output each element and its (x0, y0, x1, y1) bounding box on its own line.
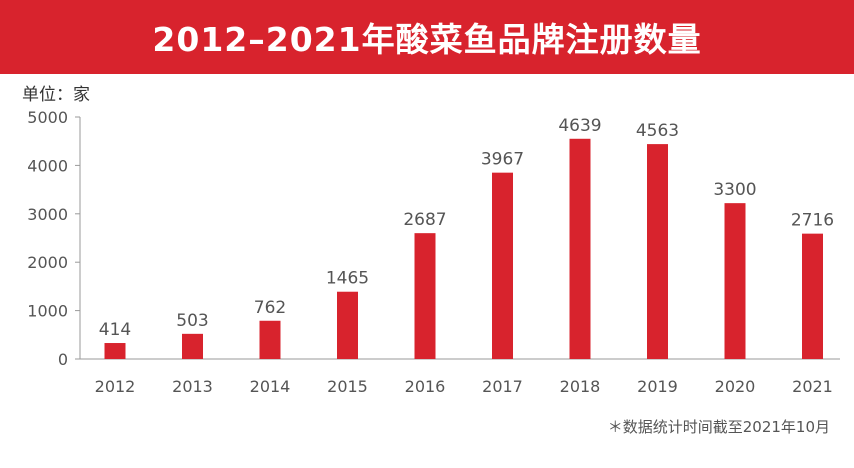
y-tick-label: 3000 (27, 205, 68, 224)
bar-2020 (724, 203, 746, 359)
bar-2017 (492, 172, 513, 359)
data-label-2021: 2716 (791, 211, 834, 231)
bar-2016 (414, 233, 436, 359)
data-label-2012: 414 (99, 320, 131, 340)
x-tick-label-2016: 2016 (405, 377, 446, 396)
data-label-2014: 762 (254, 298, 286, 318)
data-label-2013: 503 (176, 311, 208, 331)
x-tick-label-2013: 2013 (172, 377, 213, 396)
bar-2012 (104, 343, 126, 359)
data-label-2018: 4639 (558, 116, 601, 136)
unit-label: 单位：家 (22, 85, 90, 105)
data-label-2019: 4563 (636, 121, 679, 141)
data-label-2020: 3300 (713, 180, 756, 200)
bar-2018 (569, 138, 591, 359)
x-tick-label-2017: 2017 (482, 377, 523, 396)
title-bar: 2012–2021年酸菜鱼品牌注册数量 (0, 0, 854, 74)
x-tick-label-2021: 2021 (792, 377, 833, 396)
y-tick-label: 5000 (27, 108, 68, 127)
x-tick-label-2015: 2015 (327, 377, 368, 396)
x-tick-label-2020: 2020 (715, 377, 756, 396)
x-tick-label-2012: 2012 (95, 377, 136, 396)
x-tick-label-2014: 2014 (250, 377, 291, 396)
data-label-2016: 2687 (403, 210, 446, 230)
x-tick-label-2019: 2019 (637, 377, 678, 396)
bar-2021 (802, 233, 823, 359)
y-tick-label: 2000 (27, 253, 68, 272)
bar-2019 (647, 144, 668, 359)
chart-title: 2012–2021年酸菜鱼品牌注册数量 (152, 20, 702, 59)
bar-2014 (259, 320, 281, 359)
data-label-2017: 3967 (481, 150, 524, 170)
bar-2013 (182, 333, 203, 359)
footnote: ＊数据统计时间截至2021年10月 (607, 418, 830, 436)
data-label-2015: 1465 (326, 269, 369, 289)
y-tick-label: 1000 (27, 302, 68, 321)
x-tick-label-2018: 2018 (560, 377, 601, 396)
y-tick-label: 4000 (27, 156, 68, 175)
bar-2015 (337, 291, 358, 359)
y-tick-label: 0 (58, 350, 68, 369)
